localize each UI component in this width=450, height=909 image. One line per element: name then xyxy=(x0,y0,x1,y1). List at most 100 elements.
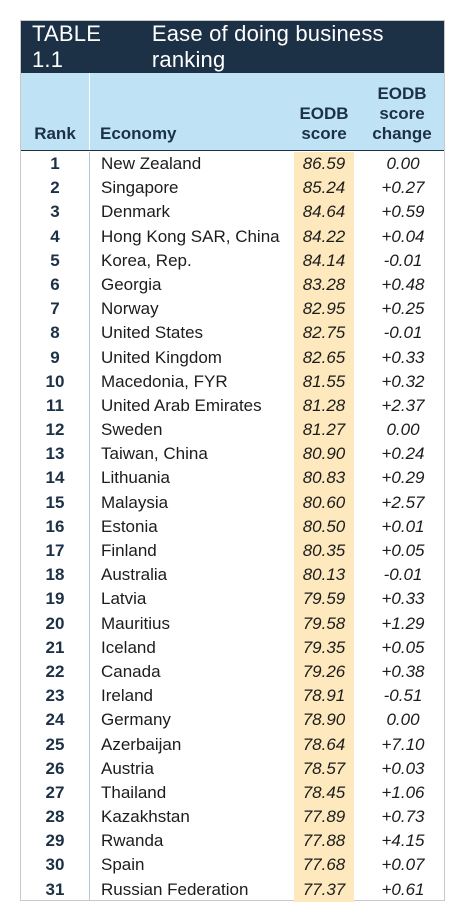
economy-cell: Kazakhstan xyxy=(101,807,190,827)
rank-cell: 15 xyxy=(45,492,65,512)
table-row: 27 Thailand 78.45 +1.06 xyxy=(21,780,444,806)
economy-cell: Korea, Rep. xyxy=(101,250,192,270)
economy-cell: Singapore xyxy=(101,178,179,198)
rank-cell: 8 xyxy=(50,323,60,343)
table-row: 22 Canada 79.26 +0.38 xyxy=(21,659,444,685)
rank-column-divider xyxy=(89,152,90,900)
score-cell: 78.90 xyxy=(294,708,354,733)
column-header-rank: Rank xyxy=(34,124,76,143)
table-row: 5 Korea, Rep. 84.14 -0.01 xyxy=(21,248,444,273)
score-change-cell: +0.05 xyxy=(381,541,425,560)
score-change-cell: +0.05 xyxy=(381,637,425,657)
rank-cell: 6 xyxy=(50,274,60,294)
table-row: 23 Ireland 78.91 -0.51 xyxy=(21,684,444,709)
score-change-cell: +0.48 xyxy=(381,274,425,294)
economy-cell: United Arab Emirates xyxy=(101,395,262,415)
table-row: 18 Australia 80.13 -0.01 xyxy=(21,563,444,588)
score-cell: 80.50 xyxy=(294,514,354,539)
table-row: 17 Finland 80.35 +0.05 xyxy=(21,539,444,564)
score-change-cell: +2.57 xyxy=(381,492,425,512)
economy-cell: Taiwan, China xyxy=(101,444,208,464)
table-row: 31 Russian Federation 77.37 +0.61 xyxy=(21,877,444,902)
score-cell: 81.27 xyxy=(294,418,354,443)
economy-cell: Austria xyxy=(101,758,154,778)
score-cell: 86.59 xyxy=(294,152,354,177)
table-row: 29 Rwanda 77.88 +4.15 xyxy=(21,829,444,854)
score-cell: 82.75 xyxy=(294,321,354,346)
score-change-cell: +0.32 xyxy=(381,371,425,391)
score-cell: 82.95 xyxy=(294,297,354,322)
economy-cell: Azerbaijan xyxy=(101,734,182,754)
score-change-cell: +0.27 xyxy=(381,178,425,198)
score-change-cell: +0.33 xyxy=(381,589,425,609)
score-cell: 77.88 xyxy=(294,829,354,854)
score-cell: 81.28 xyxy=(294,393,354,419)
table-row: 21 Iceland 79.35 +0.05 xyxy=(21,635,444,660)
score-cell: 79.58 xyxy=(294,611,354,636)
economy-cell: Australia xyxy=(101,565,168,585)
score-cell: 78.45 xyxy=(294,780,354,806)
score-cell: 77.68 xyxy=(294,853,354,878)
score-cell: 80.83 xyxy=(294,466,354,491)
rank-cell: 23 xyxy=(45,686,65,706)
score-change-cell: +0.29 xyxy=(381,468,425,488)
economy-cell: Estonia xyxy=(101,516,158,536)
score-cell: 80.13 xyxy=(294,563,354,588)
score-cell: 82.65 xyxy=(294,345,354,370)
score-cell: 78.64 xyxy=(294,732,354,757)
table-row: 20 Mauritius 79.58 +1.29 xyxy=(21,611,444,636)
economy-cell: Malaysia xyxy=(101,492,169,512)
rank-cell: 30 xyxy=(45,855,65,875)
table-row: 6 Georgia 83.28 +0.48 xyxy=(21,272,444,298)
economy-cell: Lithuania xyxy=(101,468,171,488)
table-row: 28 Kazakhstan 77.89 +0.73 xyxy=(21,805,444,830)
column-header-change-line1: EODB xyxy=(377,84,427,103)
economy-cell: United Kingdom xyxy=(101,347,222,367)
score-change-cell: +0.61 xyxy=(381,879,425,899)
score-cell: 80.60 xyxy=(294,490,354,515)
rank-cell: 24 xyxy=(45,710,65,730)
rank-cell: 1 xyxy=(50,154,60,173)
rank-cell: 25 xyxy=(45,734,65,754)
score-change-cell: -0.51 xyxy=(383,686,423,706)
column-header-change-line3: change xyxy=(372,124,432,143)
score-change-cell: +0.03 xyxy=(381,758,425,778)
score-change-cell: +0.07 xyxy=(381,855,425,875)
score-cell: 80.90 xyxy=(294,442,354,467)
score-cell: 78.57 xyxy=(294,756,354,781)
rank-cell: 9 xyxy=(50,347,60,367)
column-header-score: EODB score xyxy=(291,104,357,144)
rank-cell: 27 xyxy=(45,782,65,802)
score-change-cell: 0.00 xyxy=(386,420,420,440)
table-row: 16 Estonia 80.50 +0.01 xyxy=(21,514,444,539)
score-cell: 83.28 xyxy=(294,272,354,298)
economy-cell: Canada xyxy=(101,661,161,681)
table-row: 24 Germany 78.90 0.00 xyxy=(21,708,444,733)
table-row: 7 Norway 82.95 +0.25 xyxy=(21,297,444,322)
column-header-score-line1: EODB xyxy=(299,104,349,123)
score-change-cell: 0.00 xyxy=(386,710,420,730)
score-change-cell: +4.15 xyxy=(381,831,425,851)
rank-cell: 19 xyxy=(45,589,65,609)
rank-cell: 18 xyxy=(45,565,65,585)
ranking-table: TABLE 1.1 Ease of doing business ranking… xyxy=(20,20,445,902)
economy-cell: Iceland xyxy=(101,637,156,657)
economy-cell: Rwanda xyxy=(101,831,164,851)
score-change-cell: +0.01 xyxy=(381,516,425,536)
economy-cell: Latvia xyxy=(101,589,147,609)
table-row: 10 Macedonia, FYR 81.55 +0.32 xyxy=(21,369,444,394)
table-row: 26 Austria 78.57 +0.03 xyxy=(21,756,444,781)
header-divider xyxy=(89,73,90,150)
economy-cell: Norway xyxy=(101,299,159,319)
rank-cell: 31 xyxy=(45,879,65,899)
score-change-cell: +2.37 xyxy=(381,395,425,415)
score-cell: 84.22 xyxy=(294,224,354,249)
column-header-change: EODB score change xyxy=(361,84,443,144)
rank-cell: 17 xyxy=(45,541,65,560)
column-header-score-line2: score xyxy=(301,124,347,143)
score-change-cell: +0.04 xyxy=(381,226,425,246)
rank-cell: 22 xyxy=(45,661,65,681)
table-row: 1 New Zealand 86.59 0.00 xyxy=(21,152,444,177)
economy-cell: Spain xyxy=(101,855,145,875)
score-cell: 84.14 xyxy=(294,248,354,273)
